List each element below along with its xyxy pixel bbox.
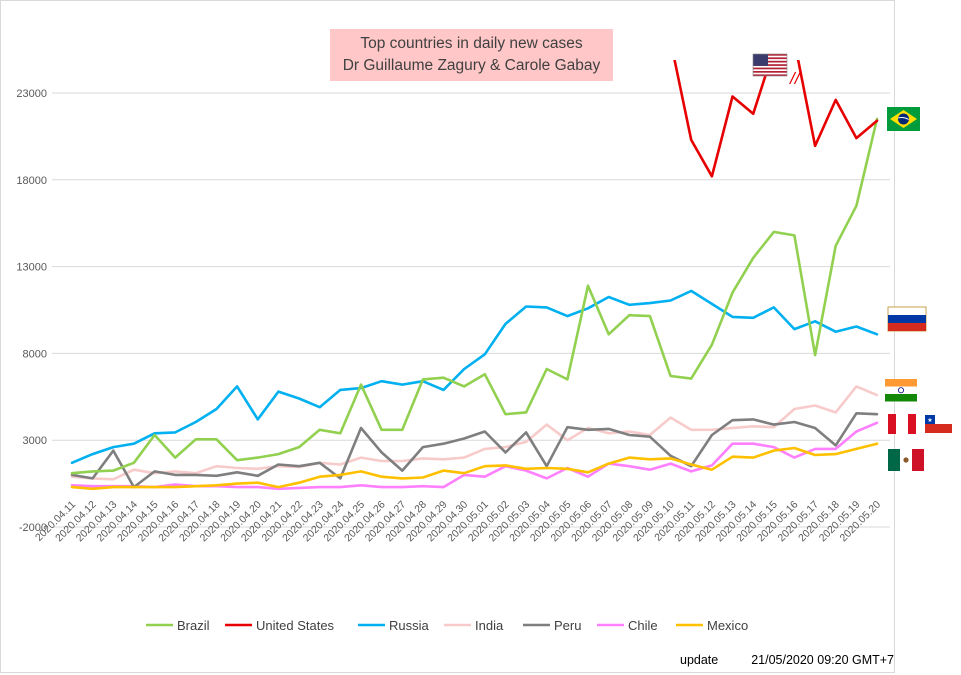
legend-label: India — [475, 618, 504, 633]
legend: Brazil United States Russia India Peru Chile M… — [146, 618, 748, 633]
y-tick-label: 18000 — [16, 175, 47, 187]
legend-label: Peru — [554, 618, 581, 633]
series-line-india — [70, 385, 879, 481]
svg-text:★: ★ — [927, 417, 932, 424]
chile-flag-icon: ★ — [925, 415, 952, 433]
chart-subtitle: Dr Guillaume Zagury & Carole Gabay — [342, 57, 601, 74]
y-tick-label: 13000 — [16, 262, 47, 274]
y-tick-label: 3000 — [23, 435, 47, 447]
x-axis-ticks: 2020.04.112020.04.122020.04.132020.04.14… — [33, 499, 883, 545]
series-line-peru — [70, 412, 879, 489]
russia-flag-icon — [887, 306, 927, 332]
brazil-flag-icon — [887, 107, 920, 131]
series-line-mexico — [70, 442, 879, 491]
break-mark: // — [789, 69, 802, 88]
y-tick-label: -2000 — [19, 522, 47, 534]
legend-label: United States — [256, 618, 335, 633]
legend-label: Mexico — [707, 618, 748, 633]
update-footer: update 21/05/2020 09:20 GMT+7 — [680, 653, 894, 667]
chart-border — [0, 0, 895, 673]
series-line-united-states — [673, 60, 879, 178]
y-axis-ticks: -2000 3000 8000 13000 18000 23000 — [16, 88, 47, 534]
peru-flag-icon — [888, 414, 916, 434]
us-flag-icon — [752, 53, 788, 77]
chart-title-box: Top countries in daily new cases Dr Guil… — [330, 29, 613, 81]
mexico-flag-icon — [888, 449, 924, 471]
series-line-brazil — [70, 117, 879, 475]
india-flag-icon — [885, 379, 917, 402]
series-line-russia — [70, 289, 879, 465]
legend-label: Russia — [389, 618, 430, 633]
legend-label: Brazil — [177, 618, 210, 633]
y-tick-label: 8000 — [23, 348, 47, 360]
series-lines — [70, 60, 879, 491]
y-tick-label: 23000 — [16, 88, 47, 100]
gridlines — [52, 92, 890, 528]
update-label: update — [680, 653, 719, 667]
update-timestamp: 21/05/2020 09:20 GMT+7 — [751, 653, 895, 667]
chart-title: Top countries in daily new cases — [360, 35, 583, 52]
legend-label: Chile — [628, 618, 658, 633]
